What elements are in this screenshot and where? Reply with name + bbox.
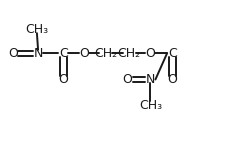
Text: O: O bbox=[8, 47, 18, 60]
Text: O: O bbox=[122, 73, 132, 86]
Text: O: O bbox=[167, 73, 176, 86]
Text: CH₃: CH₃ bbox=[138, 99, 161, 112]
Text: CH₃: CH₃ bbox=[25, 23, 48, 36]
Text: O: O bbox=[58, 73, 68, 86]
Text: CH₂: CH₂ bbox=[94, 47, 117, 60]
Text: C: C bbox=[167, 47, 176, 60]
Text: N: N bbox=[33, 47, 43, 60]
Text: N: N bbox=[145, 73, 154, 86]
Text: CH₂: CH₂ bbox=[117, 47, 140, 60]
Text: O: O bbox=[145, 47, 155, 60]
Text: O: O bbox=[79, 47, 88, 60]
Text: C: C bbox=[59, 47, 67, 60]
